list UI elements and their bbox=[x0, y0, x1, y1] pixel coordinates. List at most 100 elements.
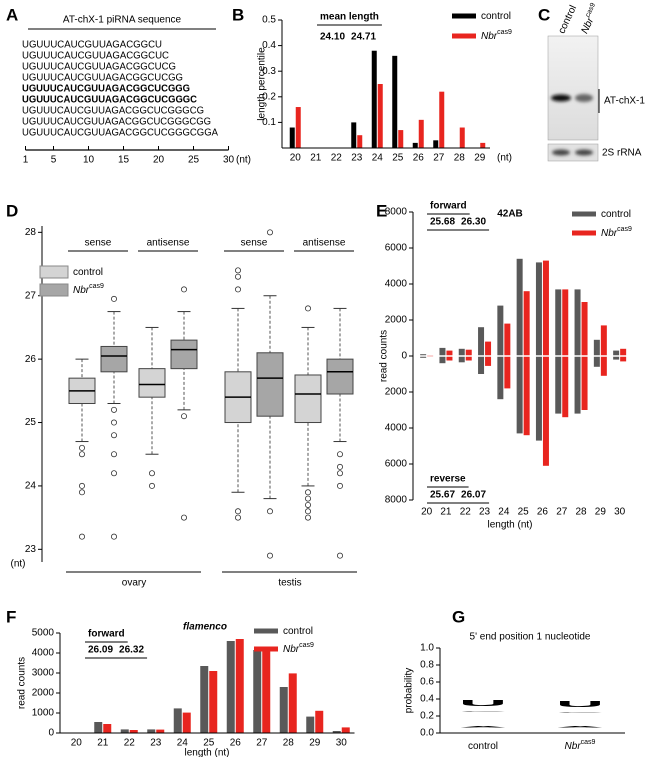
outlier bbox=[336, 470, 343, 477]
annotation-title: forward bbox=[430, 201, 467, 212]
legend-label: Nbrcas9 bbox=[481, 29, 512, 41]
legend-label-superscript: cas9 bbox=[617, 226, 632, 233]
x-tick-label: 27 bbox=[433, 153, 445, 164]
x-tick-label: 25 bbox=[518, 507, 530, 518]
outlier bbox=[79, 489, 86, 496]
box bbox=[100, 345, 128, 373]
outlier bbox=[234, 273, 241, 280]
y-tick-label: 0.0 bbox=[420, 728, 434, 739]
bar bbox=[226, 641, 235, 733]
outlier bbox=[304, 305, 311, 312]
y-tick-label: 2000 bbox=[32, 688, 55, 699]
ruler-tick-label: 30 bbox=[223, 155, 235, 166]
x-tick-label: 27 bbox=[556, 507, 568, 518]
ruler-unit: (nt) bbox=[236, 155, 251, 166]
outlier bbox=[180, 413, 187, 420]
bar bbox=[94, 722, 103, 733]
legend-label-base: control bbox=[481, 11, 511, 22]
outlier bbox=[234, 514, 241, 521]
group-label: ovary bbox=[122, 578, 146, 589]
annotation-title: forward bbox=[88, 629, 125, 640]
x-tick-label: control bbox=[468, 741, 498, 752]
bar bbox=[253, 650, 262, 733]
panel-label: C bbox=[538, 5, 550, 24]
x-tick-label: 29 bbox=[595, 507, 607, 518]
legend-label-base: control bbox=[73, 267, 103, 278]
gel-band bbox=[551, 94, 571, 102]
group-label: testis bbox=[278, 578, 301, 589]
outlier bbox=[304, 495, 311, 502]
legend-label-base: control bbox=[601, 209, 631, 220]
legend-swatch bbox=[254, 628, 278, 634]
sequence: UGUUUCAUCGUUAGACGGCUCG bbox=[22, 62, 176, 73]
outlier bbox=[336, 552, 343, 559]
bar bbox=[613, 356, 620, 360]
sequence: UGUUUCAUCGUUAGACGGCU bbox=[22, 40, 162, 51]
legend-swatch bbox=[39, 283, 69, 297]
bar bbox=[420, 354, 427, 356]
annotation-value: 24.71 bbox=[351, 32, 376, 43]
legend-label-superscript: cas9 bbox=[299, 642, 314, 649]
legend-label-base: Nbr bbox=[481, 31, 498, 42]
logo-letter: G bbox=[459, 733, 511, 734]
legend-label-base: Nbr bbox=[283, 644, 300, 655]
logo-letter: A bbox=[556, 726, 611, 729]
legend-swatch bbox=[452, 13, 476, 19]
bar bbox=[209, 671, 218, 733]
legend-label: control bbox=[283, 626, 313, 637]
box bbox=[170, 339, 198, 370]
bar bbox=[262, 648, 271, 733]
y-tick-label: 0.5 bbox=[262, 15, 276, 26]
sequence: UGUUUCAUCGUUAGACGGCUCGGGC bbox=[22, 95, 197, 106]
y-tick-label: 8000 bbox=[385, 495, 408, 506]
legend-label: Nbrcas9 bbox=[601, 226, 632, 238]
bar bbox=[542, 356, 549, 466]
logo-letter: G bbox=[556, 733, 608, 734]
bar bbox=[458, 348, 465, 356]
outlier bbox=[304, 489, 311, 496]
sequence: UGUUUCAUCGUUAGACGGCUCGGGCGGA bbox=[22, 128, 218, 139]
sequence-title: AT-chX-1 piRNA sequence bbox=[63, 15, 182, 26]
y-tick-label: 8000 bbox=[385, 207, 408, 218]
outlier bbox=[111, 533, 118, 540]
legend-label-base: control bbox=[283, 626, 313, 637]
lane-label: Nbrcas9 bbox=[578, 2, 602, 35]
outlier bbox=[180, 286, 187, 293]
chart-title: flamenco bbox=[183, 622, 227, 633]
x-tick-label: 24 bbox=[177, 738, 189, 749]
x-tick-label-base: control bbox=[468, 741, 498, 752]
y-axis-label: read counts bbox=[379, 330, 390, 382]
panel-label: D bbox=[6, 201, 18, 220]
y-tick-label: 0.6 bbox=[420, 677, 434, 688]
bar bbox=[433, 140, 439, 148]
y-tick-label: 28 bbox=[25, 227, 37, 238]
outlier bbox=[304, 508, 311, 515]
bar bbox=[620, 356, 627, 362]
x-tick-label: 26 bbox=[413, 153, 425, 164]
bar bbox=[458, 356, 465, 363]
sequence: UGUUUCAUCGUUAGACGGCUCGGGCGG bbox=[22, 117, 211, 128]
bar bbox=[398, 130, 404, 148]
x-tick-label: 23 bbox=[479, 507, 491, 518]
legend-label-base: Nbr bbox=[73, 285, 90, 296]
ruler-tick-label: 20 bbox=[153, 155, 165, 166]
box bbox=[138, 368, 166, 398]
band-label: AT-chX-1 bbox=[604, 96, 645, 107]
bar bbox=[485, 341, 492, 356]
subgroup-label: sense bbox=[241, 238, 268, 249]
subgroup-label: antisense bbox=[147, 238, 190, 249]
box bbox=[326, 358, 354, 395]
panel-label: E bbox=[376, 201, 387, 220]
y-tick-label: 0 bbox=[48, 728, 54, 739]
bar bbox=[497, 356, 504, 400]
x-tick-label: 20 bbox=[290, 153, 302, 164]
sequence: UGUUUCAUCGUUAGACGGCUCGGGCG bbox=[22, 106, 204, 117]
legend-swatch bbox=[572, 230, 596, 236]
bar bbox=[289, 127, 295, 148]
lane-label-base: Nbr bbox=[579, 16, 596, 36]
bar bbox=[129, 730, 138, 733]
y-tick-label: 26 bbox=[25, 354, 37, 365]
x-tick-label: 29 bbox=[309, 738, 321, 749]
